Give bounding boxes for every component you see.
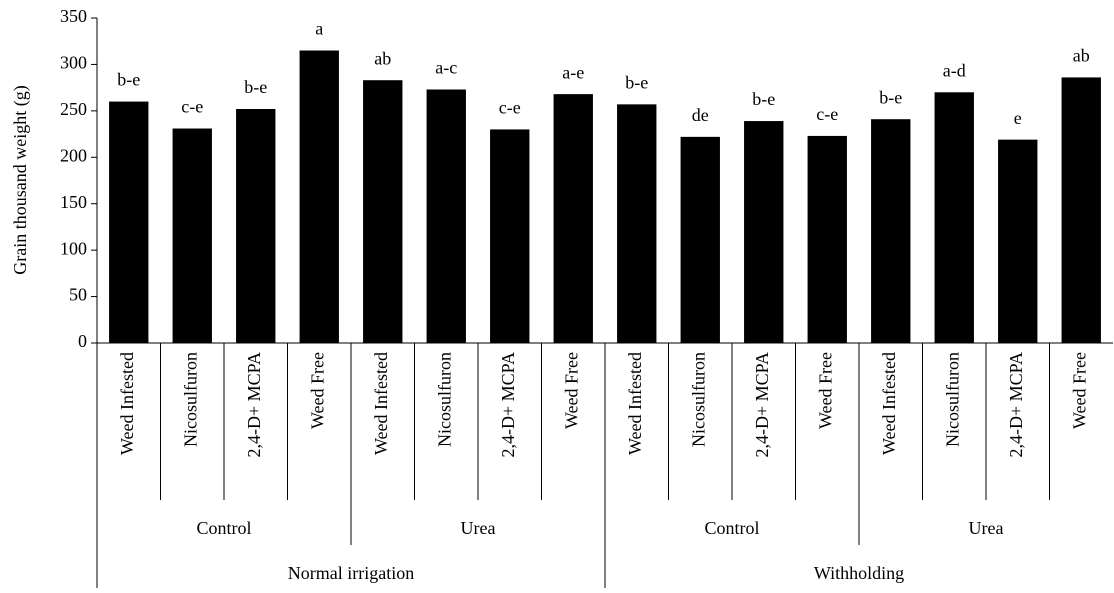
bar — [299, 50, 339, 343]
bar — [871, 119, 911, 343]
significance-letter: de — [692, 105, 709, 125]
x-tick-label: Weed Free — [307, 352, 327, 429]
significance-letter: c-e — [181, 97, 203, 117]
significance-letter: b-e — [625, 72, 648, 92]
x-tick-label: Nicosulfuron — [942, 352, 962, 447]
x-tick-label: 2,4-D+ MCPA — [1006, 352, 1026, 458]
bar — [934, 92, 974, 344]
significance-letter: e — [1014, 108, 1022, 128]
bar — [363, 80, 403, 343]
x-tick-label: Nicosulfuron — [434, 352, 454, 447]
x-tick-label: Weed Infested — [625, 352, 645, 455]
significance-letter: ab — [374, 48, 391, 68]
group-label: Withholding — [814, 563, 904, 583]
x-tick-label: Weed Free — [561, 352, 581, 429]
bar — [680, 136, 720, 343]
significance-letter: b-e — [244, 77, 267, 97]
x-tick-label: Nicosulfuron — [180, 352, 200, 447]
significance-letter: c-e — [816, 104, 838, 124]
significance-letter: ab — [1073, 46, 1090, 66]
bar — [998, 139, 1038, 343]
significance-letter: b-e — [752, 89, 775, 109]
significance-letter: a — [315, 19, 323, 39]
bar — [807, 135, 847, 343]
bar — [172, 128, 212, 343]
y-tick-label: 150 — [60, 192, 87, 212]
significance-letter: a-e — [562, 62, 584, 82]
x-tick-label: 2,4-D+ MCPA — [244, 352, 264, 458]
significance-letter: b-e — [117, 70, 140, 90]
group-label: Normal irrigation — [288, 563, 414, 583]
x-tick-label: Weed Free — [815, 352, 835, 429]
y-tick-label: 100 — [60, 238, 87, 258]
x-tick-label: Weed Free — [1069, 352, 1089, 429]
bar — [553, 94, 593, 344]
significance-letter: c-e — [499, 98, 521, 118]
bar — [1061, 77, 1101, 343]
bar — [617, 104, 657, 343]
y-tick-label: 200 — [60, 145, 87, 165]
y-tick-label: 0 — [78, 331, 87, 351]
x-tick-label: Weed Infested — [879, 352, 899, 455]
y-tick-label: 300 — [60, 53, 87, 73]
subgroup-label: Control — [196, 518, 251, 538]
y-tick-label: 250 — [60, 99, 87, 119]
x-tick-label: Weed Infested — [117, 352, 137, 455]
x-tick-label: Weed Infested — [371, 352, 391, 455]
x-tick-label: Nicosulfuron — [688, 352, 708, 447]
y-axis-label: Grain thousand weight (g) — [10, 85, 31, 274]
bar — [109, 101, 149, 343]
subgroup-label: Control — [704, 518, 759, 538]
y-tick-label: 50 — [69, 285, 87, 305]
subgroup-label: Urea — [969, 518, 1004, 538]
significance-letter: a-c — [435, 58, 457, 78]
bar — [744, 121, 784, 343]
x-tick-label: 2,4-D+ MCPA — [752, 352, 772, 458]
significance-letter: b-e — [879, 87, 902, 107]
bar — [236, 109, 276, 343]
y-tick-label: 350 — [60, 6, 87, 26]
x-tick-label: 2,4-D+ MCPA — [498, 352, 518, 458]
bar — [490, 129, 530, 343]
significance-letter: a-d — [943, 60, 966, 80]
bar — [426, 89, 466, 343]
subgroup-label: Urea — [461, 518, 496, 538]
